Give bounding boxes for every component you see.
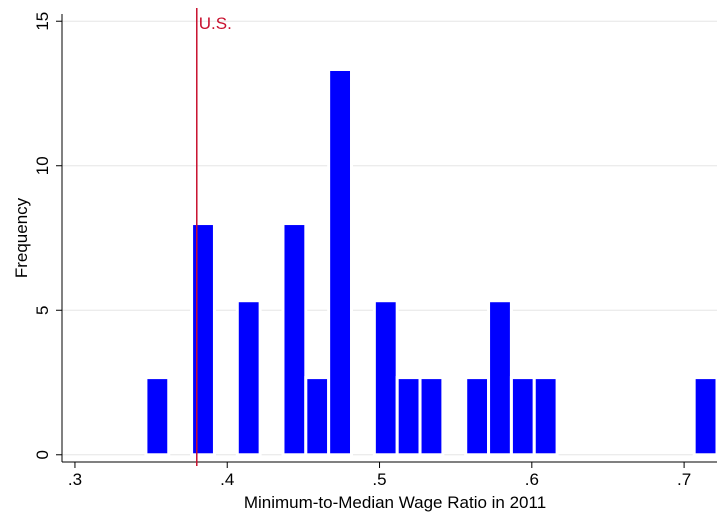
bar [304, 376, 331, 457]
x-axis-title: Minimum-to-Median Wage Ratio in 2011 [244, 493, 546, 512]
reference-label: U.S. [199, 14, 232, 33]
bar [235, 299, 262, 457]
bar [372, 299, 399, 457]
bar [144, 376, 171, 457]
x-tick-label: .5 [372, 470, 386, 489]
y-tick-label: 0 [33, 450, 52, 459]
y-axis-title: Frequency [12, 197, 31, 278]
bar [464, 376, 491, 457]
bar [692, 376, 719, 457]
bar [327, 67, 354, 457]
bar [532, 376, 559, 457]
bar [281, 222, 308, 457]
x-tick-label: .4 [220, 470, 234, 489]
bar [190, 222, 216, 457]
y-tick-label: 5 [33, 306, 52, 315]
y-tick-label: 10 [33, 156, 52, 175]
bar [418, 376, 445, 457]
y-tick-label: 15 [33, 12, 52, 31]
x-tick-label: .7 [677, 470, 691, 489]
bar [487, 299, 513, 457]
x-tick-label: .3 [68, 470, 82, 489]
x-tick-label: .6 [525, 470, 539, 489]
bar [395, 376, 422, 457]
bar [509, 376, 536, 457]
